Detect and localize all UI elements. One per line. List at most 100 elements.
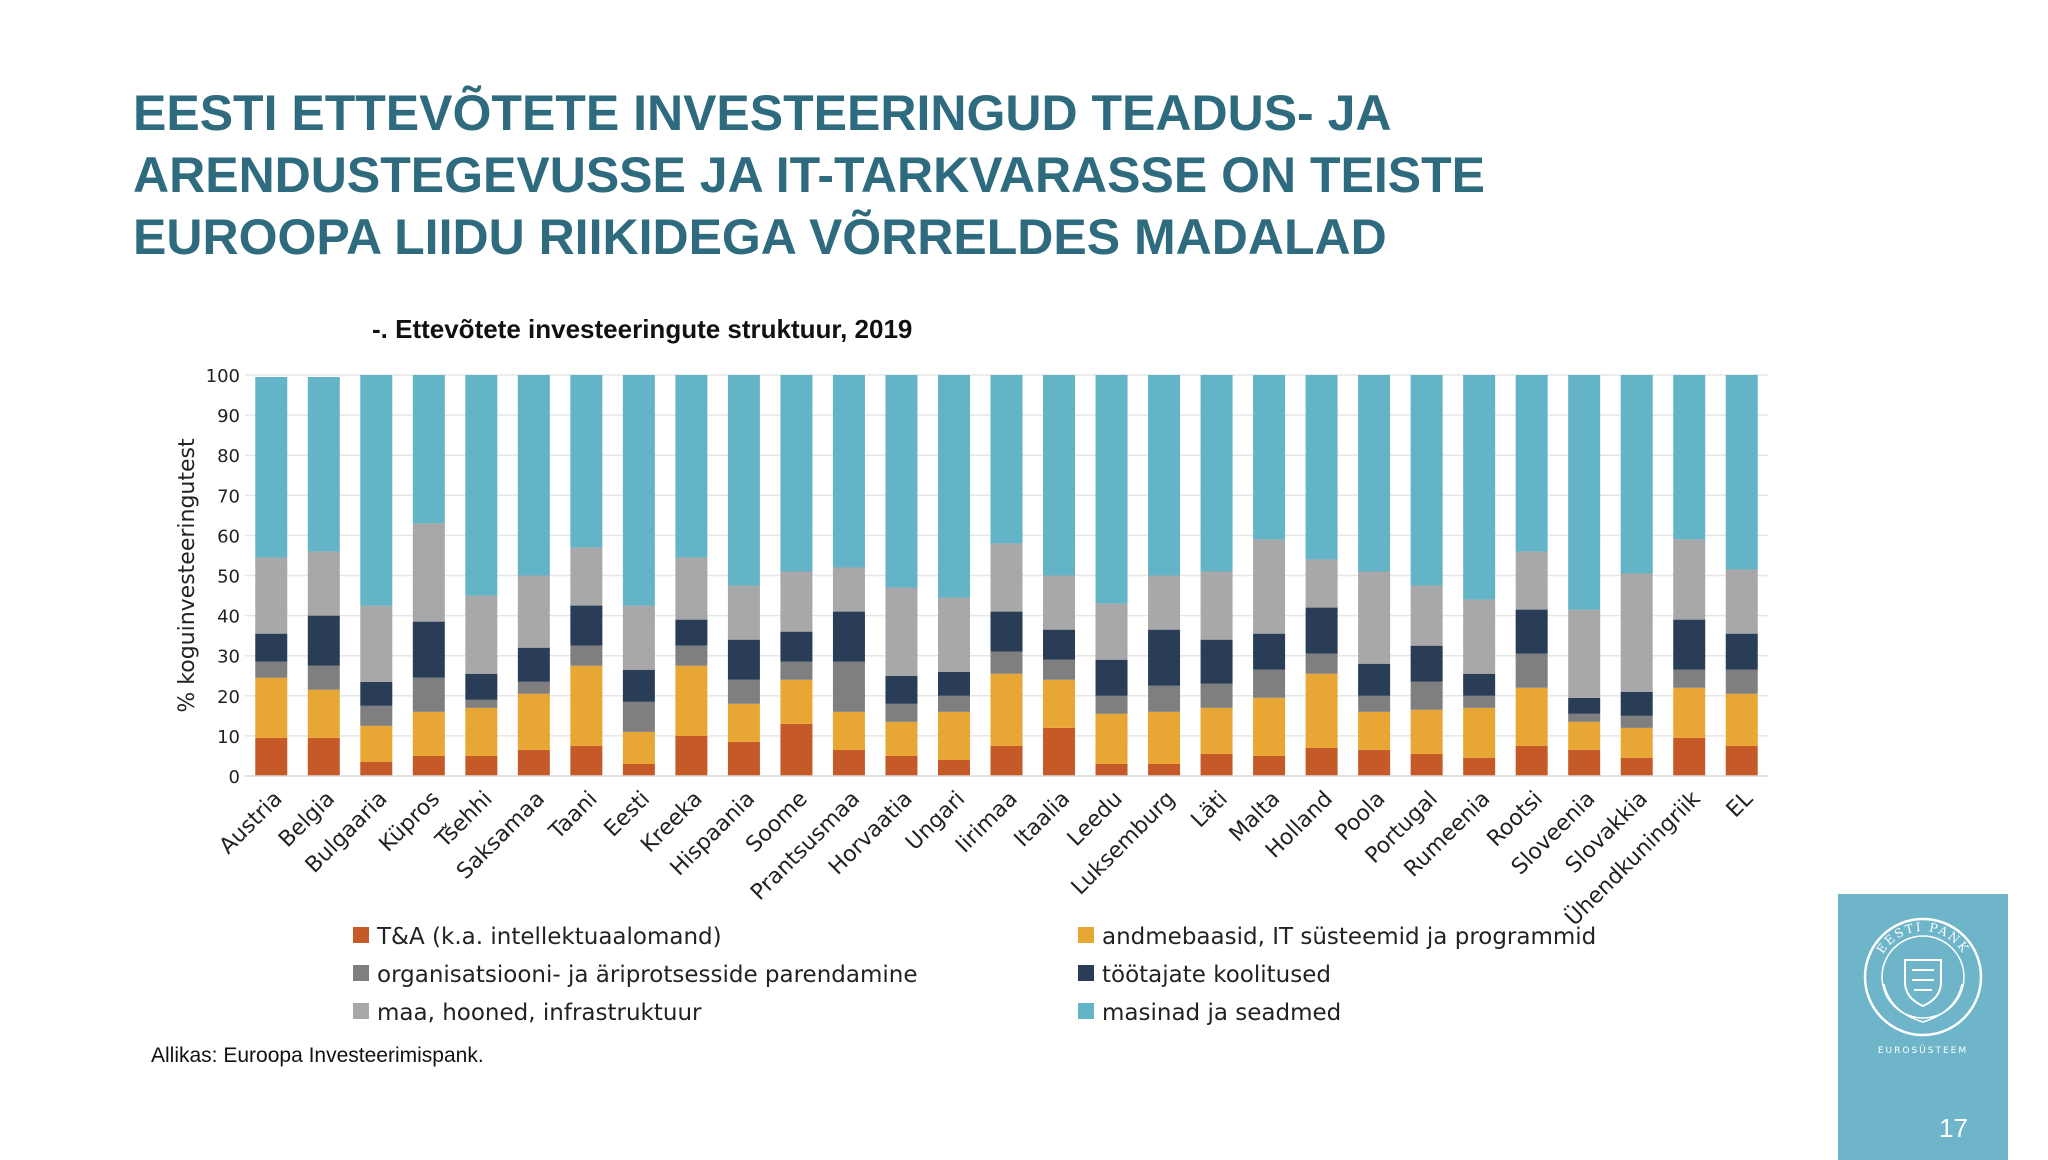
bar-segment xyxy=(1673,737,1706,776)
bar-segment xyxy=(622,605,655,670)
bar-segment xyxy=(570,665,603,746)
bar-segment xyxy=(1148,575,1181,630)
bar-segment xyxy=(1358,375,1391,572)
bar-segment xyxy=(307,665,340,690)
bar-segment xyxy=(360,761,393,776)
bar-segment xyxy=(990,651,1023,674)
bar-segment xyxy=(517,375,550,576)
bar-segment xyxy=(307,737,340,776)
bar-segment xyxy=(255,633,288,662)
bar-segment xyxy=(255,557,288,634)
bar-segment xyxy=(1253,755,1286,776)
bar-segment xyxy=(1253,669,1286,698)
bar-segment xyxy=(780,631,813,662)
bar-segment xyxy=(255,661,288,678)
bar-segment xyxy=(517,749,550,776)
legend-label: masinad ja seadmed xyxy=(1102,1000,1341,1026)
bar-segment xyxy=(255,737,288,776)
bar-segment xyxy=(1148,685,1181,712)
bar-segment xyxy=(1515,745,1548,776)
bar-segment xyxy=(1515,653,1548,688)
bar-segment xyxy=(1200,571,1233,640)
bar-segment xyxy=(1725,745,1758,776)
bar-segment xyxy=(360,725,393,762)
bar-segment xyxy=(1673,669,1706,688)
bar-segment xyxy=(1568,609,1601,698)
bar-segment xyxy=(1148,711,1181,764)
bar-segment xyxy=(1620,573,1653,692)
bar-segment xyxy=(1515,375,1548,552)
chart-title: -. Ettevõtete investeeringute struktuur,… xyxy=(372,314,913,344)
bar-segment xyxy=(360,605,393,682)
legend-swatch xyxy=(353,1003,369,1019)
bar-segment xyxy=(622,763,655,776)
bar-segment xyxy=(1515,687,1548,746)
bar-segment xyxy=(937,695,970,712)
bar-segment xyxy=(255,677,288,738)
logo-panel: EESTI PANK EUROSÜSTEEM 17 xyxy=(1838,894,2008,1160)
y-tick-label: 10 xyxy=(217,727,240,748)
bar-segment xyxy=(1673,375,1706,540)
page-number: 17 xyxy=(1939,1113,1968,1143)
bar-segment xyxy=(937,711,970,760)
bar-segment xyxy=(1463,695,1496,708)
bar-segment xyxy=(885,703,918,722)
bar-segment xyxy=(1148,629,1181,686)
bar-segment xyxy=(1095,603,1128,660)
bar-segment xyxy=(412,375,445,524)
bar-segment xyxy=(990,375,1023,544)
bar-segment xyxy=(1725,693,1758,746)
bar-segment xyxy=(1620,691,1653,716)
bar-segment xyxy=(1305,375,1338,560)
bar-segment xyxy=(885,587,918,676)
bar-segment xyxy=(1568,749,1601,776)
bar-segment xyxy=(1095,695,1128,714)
bar-segment xyxy=(885,755,918,776)
bar-segment xyxy=(412,677,445,712)
bar-segment xyxy=(622,375,655,606)
bar-segment xyxy=(1305,653,1338,674)
bar-segment xyxy=(675,735,708,776)
bar-segment xyxy=(307,551,340,616)
bar-segment xyxy=(307,689,340,738)
bar-segment xyxy=(1673,539,1706,620)
bar-segment xyxy=(1568,721,1601,750)
bar-segment xyxy=(1043,629,1076,660)
bar-segment xyxy=(1463,707,1496,758)
bar-segment xyxy=(727,375,760,586)
bar-segment xyxy=(517,681,550,694)
bar-segment xyxy=(465,595,498,674)
bar-segment xyxy=(1253,633,1286,670)
bar-segment xyxy=(465,375,498,596)
bar-segment xyxy=(727,703,760,742)
bar-segment xyxy=(885,721,918,756)
bar-segment xyxy=(1200,707,1233,754)
legend-swatch xyxy=(1078,965,1094,981)
logo-subtext: EUROSÜSTEEM xyxy=(1877,1046,1969,1056)
bar-segment xyxy=(1410,375,1443,586)
bar-segment xyxy=(360,705,393,726)
bar-segment xyxy=(1620,715,1653,728)
bar-segment xyxy=(465,699,498,708)
slide-title: EESTI ETTEVÕTETE INVESTEERINGUD TEADUS- … xyxy=(133,82,1633,268)
bar-segment xyxy=(570,645,603,666)
bar-segment xyxy=(570,745,603,776)
eesti-pank-emblem-icon: EESTI PANK xyxy=(1863,917,1983,1037)
y-tick-label: 60 xyxy=(217,526,240,547)
bar-segment xyxy=(1305,607,1338,654)
bar-segment xyxy=(727,679,760,704)
bar-segment xyxy=(832,661,865,712)
bar-segment xyxy=(1043,727,1076,776)
bar-segment xyxy=(1673,687,1706,738)
bar-segment xyxy=(1305,673,1338,748)
bar-segment xyxy=(1095,659,1128,696)
bar-segment xyxy=(675,557,708,620)
bar-segment xyxy=(570,605,603,646)
bar-segment xyxy=(1095,763,1128,776)
bar-segment xyxy=(307,377,340,552)
bar-segment xyxy=(1463,375,1496,600)
y-tick-label: 0 xyxy=(229,767,240,788)
bar-segment xyxy=(1620,727,1653,758)
bar-segment xyxy=(622,669,655,702)
